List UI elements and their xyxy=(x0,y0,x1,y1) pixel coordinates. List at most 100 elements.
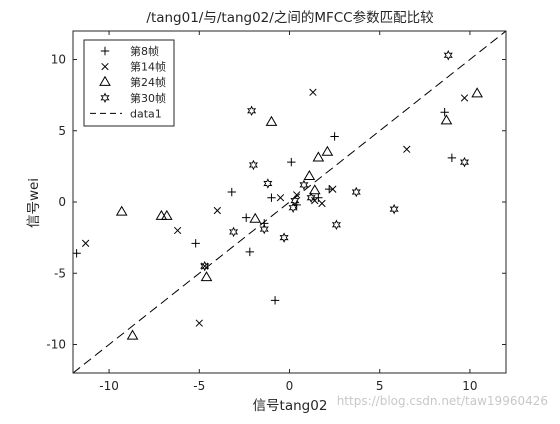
series-3-point-1-shape xyxy=(229,226,239,238)
series-0-point-11-shape xyxy=(324,184,334,194)
series-3-point-13-shape xyxy=(389,203,399,215)
legend-label-1: 第14帧 xyxy=(130,60,166,74)
series-0-point-4 xyxy=(245,247,255,257)
series-1-point-1-shape xyxy=(173,226,182,235)
series-0-point-0-shape xyxy=(72,249,81,258)
series-2-point-7 xyxy=(303,169,316,180)
series-2-point-6-shape xyxy=(265,115,278,126)
series-3-point-5 xyxy=(263,178,273,189)
series-3-point-11 xyxy=(331,219,341,231)
series-1-point-5 xyxy=(276,194,285,202)
series-0-point-7-shape xyxy=(270,296,280,305)
series-1-point-0 xyxy=(81,239,90,247)
series-2-point-11 xyxy=(440,114,453,125)
series-2-point-12-shape xyxy=(471,87,483,98)
series-1-point-4 xyxy=(213,206,221,215)
series-3-point-10 xyxy=(306,192,316,203)
series-2-point-5 xyxy=(249,212,262,223)
series-2-point-4-shape xyxy=(200,271,213,282)
legend-label-2: 第24帧 xyxy=(130,75,166,89)
series-3 xyxy=(200,49,470,272)
legend-label-0: 第8帧 xyxy=(130,44,159,58)
series-0-point-11 xyxy=(324,184,334,194)
legend-marker-1 xyxy=(101,62,109,71)
series-1-point-10-shape xyxy=(329,185,337,193)
series-2-point-8 xyxy=(308,184,321,195)
series-1-point-10 xyxy=(329,185,337,193)
series-0-point-1 xyxy=(191,239,200,248)
y-axis-label: 信号wei xyxy=(26,178,42,228)
x-tick-label-3: 5 xyxy=(376,379,384,393)
series-3-point-15 xyxy=(459,156,470,168)
series-3-point-7 xyxy=(288,202,298,213)
series-0-point-14-shape xyxy=(447,153,457,163)
series-2-point-6 xyxy=(265,115,278,126)
y-tick-label-2: 0 xyxy=(58,195,66,209)
x-tick-label-2: 0 xyxy=(286,379,294,393)
series-1-point-7-shape xyxy=(309,88,317,96)
series-0-point-12 xyxy=(330,132,339,141)
series-1-point-12 xyxy=(460,94,469,102)
legend-label-3: 第30帧 xyxy=(130,91,166,105)
series-2-point-9-shape xyxy=(312,151,325,162)
series-1-point-7 xyxy=(309,88,317,96)
series-0-point-13-shape xyxy=(440,108,449,117)
series-3-point-3 xyxy=(248,159,258,171)
series-3-point-6 xyxy=(279,232,289,243)
y-tick-label-3: 5 xyxy=(58,124,66,138)
legend-marker-0-shape xyxy=(100,46,110,56)
legend-marker-1-shape xyxy=(101,62,109,71)
series-3-point-9 xyxy=(299,179,309,191)
series-0-point-13 xyxy=(440,108,449,117)
series-3-point-4 xyxy=(259,223,269,235)
series-3-point-15-shape xyxy=(459,156,470,168)
series-2-point-9 xyxy=(312,151,325,162)
legend-box xyxy=(83,39,175,127)
series-0-point-8 xyxy=(287,157,296,167)
series-0-point-6-shape xyxy=(267,193,276,202)
series-3-point-0-shape xyxy=(200,260,210,272)
series-1-point-8 xyxy=(311,196,319,205)
series-0-point-6 xyxy=(267,193,276,202)
series-0-point-2-shape xyxy=(227,187,236,197)
series-0-point-14 xyxy=(447,153,457,163)
series-0-point-0 xyxy=(72,249,81,258)
legend-marker-3 xyxy=(100,92,110,104)
series-2-point-10-shape xyxy=(321,145,334,156)
series-1-point-0-shape xyxy=(81,239,90,247)
series-3-point-5-shape xyxy=(263,178,273,189)
legend-label-4: data1 xyxy=(130,107,162,120)
y-tick-label-1: -5 xyxy=(54,266,66,280)
series-0-point-1-shape xyxy=(191,239,200,248)
watermark: https://blog.csdn.net/taw19960426 xyxy=(337,394,548,408)
series-2-point-8-shape xyxy=(308,184,321,195)
series-2-point-10 xyxy=(321,145,334,156)
series-0-point-5 xyxy=(260,219,269,228)
series-3-point-1 xyxy=(229,226,239,238)
x-tick-label-4: 10 xyxy=(462,379,477,393)
series-2-point-5-shape xyxy=(249,212,262,223)
series-1-point-2-shape xyxy=(195,319,203,327)
series-1-point-5-shape xyxy=(276,194,285,202)
series-3-point-7-shape xyxy=(288,202,298,213)
legend-marker-2-shape xyxy=(99,75,111,86)
legend-marker-2 xyxy=(99,75,111,86)
series-3-point-3-shape xyxy=(248,159,258,171)
series-0-point-4-shape xyxy=(245,247,255,257)
series-3-point-13 xyxy=(389,203,399,215)
series-2-point-12 xyxy=(471,87,483,98)
series-0-point-3-shape xyxy=(242,213,251,222)
series-2-point-7-shape xyxy=(303,169,316,180)
series-3-point-6-shape xyxy=(279,232,289,243)
series-3-point-2-shape xyxy=(247,105,257,117)
series-0-point-10-shape xyxy=(314,193,323,202)
series-2-point-0 xyxy=(115,205,128,216)
series-2-point-4 xyxy=(200,271,213,282)
legend-marker-0 xyxy=(100,46,110,56)
series-0-point-3 xyxy=(242,213,251,222)
series-3-point-14 xyxy=(443,49,453,61)
series-1 xyxy=(81,88,469,327)
series-3-point-11-shape xyxy=(331,219,341,231)
